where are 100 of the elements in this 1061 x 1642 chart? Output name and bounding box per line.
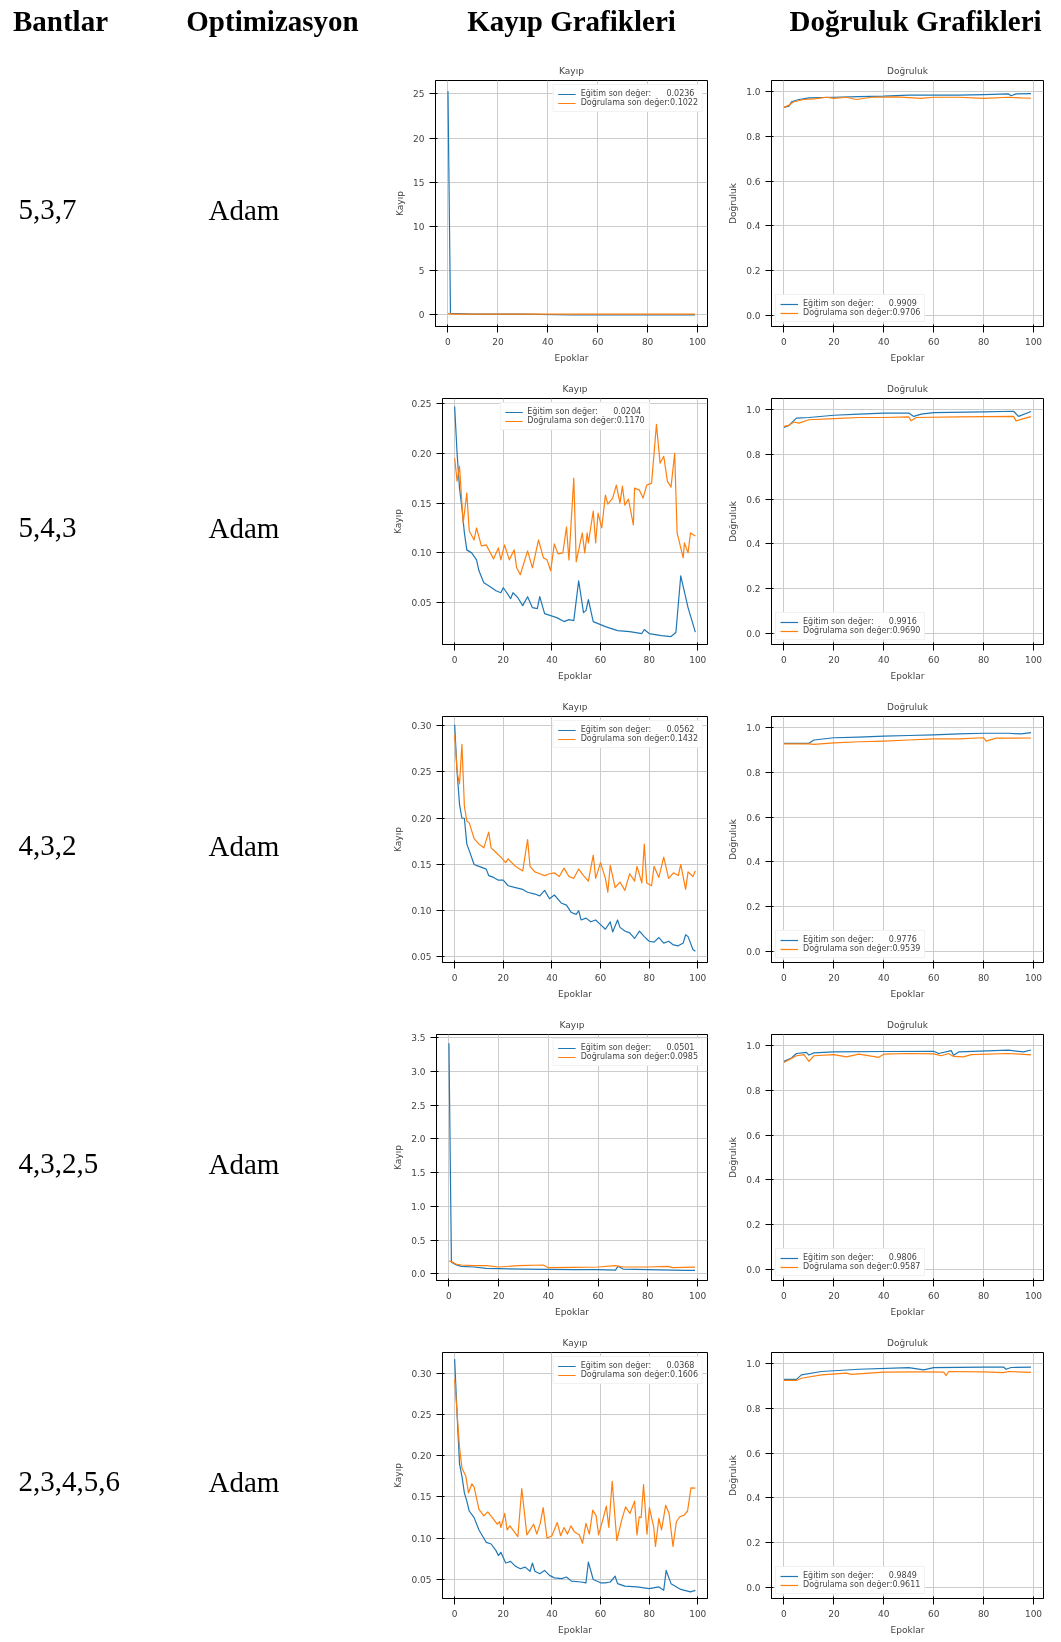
- y-tick-label: 0.8: [746, 1403, 761, 1414]
- chart-title: Doğruluk: [887, 65, 929, 76]
- text: Adam: [208, 193, 280, 226]
- x-tick-label: 20: [497, 972, 510, 983]
- y-tick-label: 0.6: [746, 494, 761, 505]
- x-tick-label: 100: [688, 336, 707, 347]
- x-tick-label: 80: [977, 1608, 990, 1619]
- x-tick-label: 100: [688, 1290, 707, 1301]
- text: Adam: [208, 1465, 280, 1498]
- y-tick-label: 0.0: [746, 310, 761, 321]
- x-tick-label: 100: [1024, 654, 1043, 665]
- y-tick-label: 0.8: [746, 131, 761, 142]
- legend-label: Eğitim son değer: 0.9909: [803, 299, 917, 308]
- x-axis-title: Epoklar: [558, 988, 593, 999]
- legend-label: Eğitim son değer: 0.9776: [803, 935, 917, 944]
- legend-label: Doğrulama son değer:0.1432: [580, 734, 698, 743]
- y-tick-label: 0.6: [746, 1130, 761, 1141]
- line-series: [783, 415, 1032, 428]
- x-tick-label: 100: [689, 654, 707, 665]
- y-tick-label: 0.05: [411, 952, 432, 963]
- y-tick-label: 0.25: [411, 398, 432, 409]
- x-tick-label: 100: [1024, 336, 1043, 347]
- x-tick-label: 80: [643, 1608, 656, 1619]
- x-tick-label: 40: [542, 1290, 555, 1301]
- y-tick-label: 0.0: [746, 1582, 761, 1593]
- x-tick-label: 40: [542, 336, 554, 347]
- chart-title: Kayıp: [562, 383, 588, 394]
- x-tick-label: 60: [592, 1290, 605, 1301]
- x-tick-label: 40: [878, 1608, 890, 1619]
- x-tick-label: 60: [927, 1608, 940, 1619]
- x-tick-label: 100: [1024, 972, 1043, 983]
- legend-label: Doğrulama son değer:0.9539: [803, 944, 921, 953]
- x-tick-label: 20: [492, 336, 504, 347]
- x-tick-label: 100: [689, 1608, 707, 1619]
- y-tick-label: 0.0: [746, 628, 761, 639]
- y-tick-label: 0.10: [411, 1533, 432, 1544]
- x-tick-label: 20: [828, 654, 840, 665]
- x-tick-label: 0: [445, 336, 452, 347]
- y-axis-title: Kayıp: [393, 508, 404, 534]
- line-series: [454, 423, 696, 576]
- y-tick-label: 0.4: [746, 857, 761, 868]
- chart-title: Kayıp: [562, 1337, 588, 1348]
- text: Adam: [208, 829, 280, 862]
- x-tick-label: 80: [641, 336, 654, 347]
- line-series: [454, 734, 696, 893]
- y-tick-label: 0.15: [411, 1492, 432, 1503]
- y-tick-label: 2.0: [411, 1134, 426, 1145]
- y-tick-label: 0.10: [411, 906, 432, 917]
- y-tick-label: 0.20: [411, 813, 432, 824]
- x-tick-label: 0: [781, 1290, 788, 1301]
- text: Kayıp Grafikleri: [467, 4, 676, 37]
- line-series: [454, 724, 696, 952]
- text: Doğruluk Grafikleri: [789, 4, 1042, 37]
- chart-title: Kayıp: [559, 1019, 585, 1030]
- x-tick-label: 80: [977, 336, 990, 347]
- x-tick-label: 40: [878, 972, 890, 983]
- x-tick-label: 80: [643, 654, 656, 665]
- x-tick-label: 100: [1024, 1608, 1043, 1619]
- chart-title: Doğruluk: [887, 701, 929, 712]
- text: 2,3,4,5,6: [18, 1465, 120, 1497]
- legend-label: Doğrulama son değer:0.9587: [803, 1262, 921, 1271]
- x-tick-label: 20: [828, 1290, 840, 1301]
- legend-label: Doğrulama son değer:0.1170: [527, 416, 645, 425]
- legend-label: Doğrulama son değer:0.9611: [803, 1580, 921, 1589]
- text: Adam: [208, 511, 280, 544]
- y-tick-label: 1.0: [746, 1041, 761, 1052]
- y-tick-label: 0.25: [411, 1409, 432, 1420]
- y-axis-title: Kayıp: [393, 1462, 404, 1488]
- x-tick-label: 40: [878, 336, 890, 347]
- x-axis-title: Epoklar: [558, 670, 593, 681]
- legend-label: Doğrulama son değer:0.9690: [803, 626, 921, 635]
- chart-title: Kayıp: [562, 701, 588, 712]
- y-tick-label: 0.05: [411, 598, 432, 609]
- y-tick-label: 0.4: [746, 1175, 761, 1186]
- legend-label: Eğitim son değer: 0.0501: [580, 1043, 695, 1052]
- text: 5,4,3: [18, 511, 77, 543]
- line-series: [448, 1260, 696, 1269]
- x-tick-label: 40: [546, 1608, 558, 1619]
- legend-label: Eğitim son değer: 0.0236: [580, 89, 695, 98]
- x-tick-label: 0: [781, 654, 788, 665]
- chart-title: Kayıp: [559, 65, 585, 76]
- x-tick-label: 0: [451, 972, 458, 983]
- y-tick-label: 0.4: [746, 1493, 761, 1504]
- y-axis-title: Kayıp: [395, 190, 406, 216]
- legend-label: Eğitim son değer: 0.9849: [803, 1571, 917, 1580]
- x-tick-label: 80: [977, 972, 990, 983]
- x-axis-title: Epoklar: [890, 670, 925, 681]
- x-tick-label: 20: [492, 1290, 505, 1301]
- y-tick-label: 0.30: [411, 721, 432, 732]
- y-tick-label: 0.0: [746, 946, 761, 957]
- chart-title: Doğruluk: [887, 383, 929, 394]
- text: Bantlar: [12, 4, 109, 37]
- x-tick-label: 0: [781, 972, 788, 983]
- x-tick-label: 0: [451, 654, 458, 665]
- y-tick-label: 0.2: [746, 902, 761, 913]
- y-tick-label: 0.10: [411, 548, 432, 559]
- line-series: [454, 1378, 696, 1548]
- y-axis-title: Doğruluk: [728, 1136, 739, 1178]
- legend-label: Eğitim son değer: 0.0562: [580, 725, 695, 734]
- x-axis-title: Epoklar: [890, 352, 925, 363]
